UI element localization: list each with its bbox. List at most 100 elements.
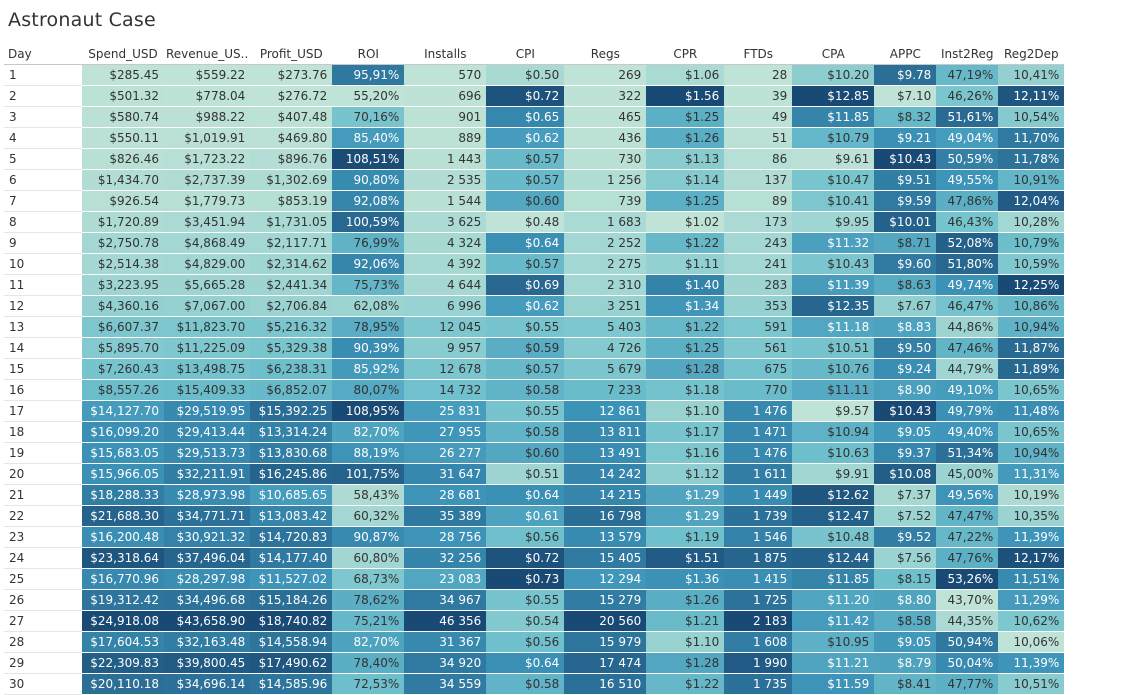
data-cell[interactable]: $10.01 <box>874 211 937 233</box>
data-cell[interactable]: $10.43 <box>874 400 937 422</box>
data-cell[interactable]: 173 <box>724 211 793 233</box>
data-cell[interactable]: 20 560 <box>564 610 647 632</box>
data-cell[interactable]: 16 510 <box>564 673 647 695</box>
data-cell[interactable]: $15,409.33 <box>164 379 251 401</box>
data-cell[interactable]: $1.36 <box>646 568 725 590</box>
data-cell[interactable]: 9 957 <box>404 337 487 359</box>
data-cell[interactable]: $12.44 <box>792 547 875 569</box>
day-cell[interactable]: 25 <box>4 568 82 590</box>
data-cell[interactable]: 137 <box>724 169 793 191</box>
table-row[interactable]: 11 $3,223.95 $5,665.28 $2,441.34 75,73% 4 644… <box>4 274 1065 296</box>
data-cell[interactable]: 45,00% <box>936 463 999 485</box>
data-cell[interactable]: $2,750.78 <box>82 232 164 254</box>
data-cell[interactable]: 27 955 <box>404 421 487 443</box>
data-cell[interactable]: $926.54 <box>82 190 164 212</box>
data-cell[interactable]: 78,62% <box>332 589 405 611</box>
data-cell[interactable]: 889 <box>404 127 487 149</box>
data-cell[interactable]: $7.52 <box>874 505 937 527</box>
data-cell[interactable]: $0.61 <box>486 505 565 527</box>
data-cell[interactable]: 7 233 <box>564 379 647 401</box>
data-cell[interactable]: $14,127.70 <box>82 400 164 422</box>
data-cell[interactable]: $7,067.00 <box>164 295 251 317</box>
data-cell[interactable]: $5,329.38 <box>250 337 333 359</box>
data-cell[interactable]: $14,558.94 <box>250 631 333 653</box>
data-cell[interactable]: 88,19% <box>332 442 405 464</box>
data-cell[interactable]: $9.95 <box>792 211 875 233</box>
data-cell[interactable]: 1 739 <box>724 505 793 527</box>
data-cell[interactable]: 4 324 <box>404 232 487 254</box>
data-cell[interactable]: $11.32 <box>792 232 875 254</box>
data-cell[interactable]: $896.76 <box>250 148 333 170</box>
data-cell[interactable]: $24,918.08 <box>82 610 164 632</box>
data-cell[interactable]: 10,94% <box>998 316 1065 338</box>
data-cell[interactable]: $10.48 <box>792 526 875 548</box>
data-cell[interactable]: 1 611 <box>724 463 793 485</box>
data-cell[interactable]: $17,604.53 <box>82 631 164 653</box>
data-cell[interactable]: $0.64 <box>486 232 565 254</box>
data-cell[interactable]: 78,95% <box>332 316 405 338</box>
data-cell[interactable]: 75,21% <box>332 610 405 632</box>
data-cell[interactable]: 10,65% <box>998 421 1065 443</box>
data-cell[interactable]: 353 <box>724 295 793 317</box>
data-cell[interactable]: 243 <box>724 232 793 254</box>
data-cell[interactable]: 49,74% <box>936 274 999 296</box>
data-cell[interactable]: $11,527.02 <box>250 568 333 590</box>
data-cell[interactable]: 570 <box>404 64 487 86</box>
data-cell[interactable]: $0.64 <box>486 652 565 674</box>
data-cell[interactable]: 95,91% <box>332 64 405 86</box>
data-cell[interactable]: $8.79 <box>874 652 937 674</box>
data-cell[interactable]: $988.22 <box>164 106 251 128</box>
data-cell[interactable]: 1 544 <box>404 190 487 212</box>
data-cell[interactable]: 561 <box>724 337 793 359</box>
data-cell[interactable]: 10,59% <box>998 253 1065 275</box>
data-cell[interactable]: $12.47 <box>792 505 875 527</box>
data-cell[interactable]: 591 <box>724 316 793 338</box>
data-cell[interactable]: 10,51% <box>998 673 1065 695</box>
data-cell[interactable]: 39 <box>724 85 793 107</box>
data-cell[interactable]: 49,79% <box>936 400 999 422</box>
data-cell[interactable]: 50,59% <box>936 148 999 170</box>
data-cell[interactable]: $16,200.48 <box>82 526 164 548</box>
data-cell[interactable]: $1.40 <box>646 274 725 296</box>
data-cell[interactable]: 82,70% <box>332 631 405 653</box>
data-cell[interactable]: $28,973.98 <box>164 484 251 506</box>
day-cell[interactable]: 26 <box>4 589 82 611</box>
data-cell[interactable]: $9.60 <box>874 253 937 275</box>
data-cell[interactable]: $1.12 <box>646 463 725 485</box>
data-cell[interactable]: $1.19 <box>646 526 725 548</box>
data-cell[interactable]: 23 083 <box>404 568 487 590</box>
data-cell[interactable]: $407.48 <box>250 106 333 128</box>
data-cell[interactable]: $12.35 <box>792 295 875 317</box>
data-cell[interactable]: $2,737.39 <box>164 169 251 191</box>
data-cell[interactable]: $3,223.95 <box>82 274 164 296</box>
data-cell[interactable]: 49,55% <box>936 169 999 191</box>
data-cell[interactable]: $0.62 <box>486 295 565 317</box>
data-cell[interactable]: 1 471 <box>724 421 793 443</box>
data-cell[interactable]: 770 <box>724 379 793 401</box>
data-cell[interactable]: $9.50 <box>874 337 937 359</box>
data-cell[interactable]: $0.55 <box>486 316 565 338</box>
data-cell[interactable]: 10,28% <box>998 211 1065 233</box>
data-cell[interactable]: 13 579 <box>564 526 647 548</box>
day-cell[interactable]: 12 <box>4 295 82 317</box>
data-cell[interactable]: $20,110.18 <box>82 673 164 695</box>
column-header[interactable]: Profit_USD <box>250 44 333 65</box>
data-cell[interactable]: $8.15 <box>874 568 937 590</box>
data-cell[interactable]: $2,314.62 <box>250 253 333 275</box>
data-cell[interactable]: 675 <box>724 358 793 380</box>
data-cell[interactable]: 283 <box>724 274 793 296</box>
data-cell[interactable]: $1.13 <box>646 148 725 170</box>
data-cell[interactable]: $1.25 <box>646 337 725 359</box>
data-cell[interactable]: 2 183 <box>724 610 793 632</box>
data-cell[interactable]: $7.10 <box>874 85 937 107</box>
data-cell[interactable]: $0.55 <box>486 589 565 611</box>
data-cell[interactable]: $1,434.70 <box>82 169 164 191</box>
data-cell[interactable]: $10.43 <box>792 253 875 275</box>
column-header[interactable]: Spend_USD <box>82 44 164 65</box>
data-cell[interactable]: $9.05 <box>874 631 937 653</box>
data-cell[interactable]: $0.55 <box>486 400 565 422</box>
data-cell[interactable]: 16 798 <box>564 505 647 527</box>
data-cell[interactable]: 11,29% <box>998 589 1065 611</box>
data-cell[interactable]: 28 <box>724 64 793 86</box>
data-cell[interactable]: $7.56 <box>874 547 937 569</box>
